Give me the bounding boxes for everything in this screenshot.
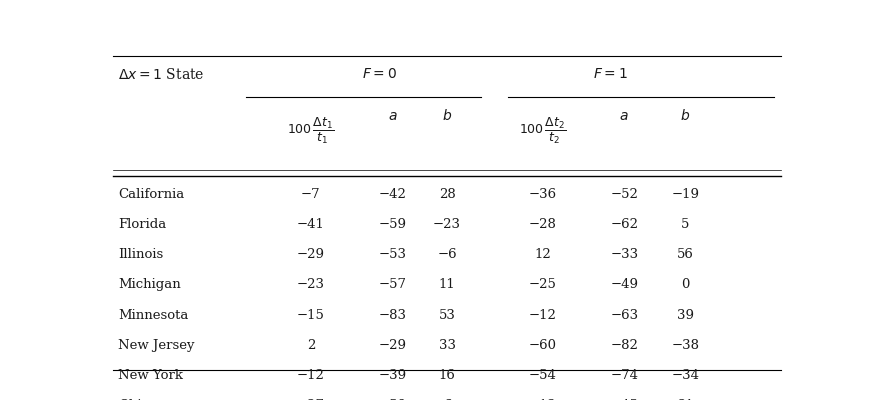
Text: −12: −12 xyxy=(528,308,556,322)
Text: 12: 12 xyxy=(534,248,551,261)
Text: $a$: $a$ xyxy=(619,109,629,123)
Text: −74: −74 xyxy=(609,369,637,382)
Text: −53: −53 xyxy=(378,248,407,261)
Text: −41: −41 xyxy=(297,218,324,231)
Text: New York: New York xyxy=(118,369,183,382)
Text: −29: −29 xyxy=(297,248,325,261)
Text: 21: 21 xyxy=(676,399,693,400)
Text: $\Delta x = 1$ State: $\Delta x = 1$ State xyxy=(118,67,205,82)
Text: −28: −28 xyxy=(528,218,556,231)
Text: −45: −45 xyxy=(609,399,637,400)
Text: 0: 0 xyxy=(680,278,689,291)
Text: −6: −6 xyxy=(436,248,457,261)
Text: California: California xyxy=(118,188,184,201)
Text: −23: −23 xyxy=(433,218,461,231)
Text: 53: 53 xyxy=(438,308,455,322)
Text: 28: 28 xyxy=(438,188,455,201)
Text: −38: −38 xyxy=(671,339,699,352)
Text: 39: 39 xyxy=(676,308,694,322)
Text: −19: −19 xyxy=(671,188,699,201)
Text: −54: −54 xyxy=(528,369,556,382)
Text: 56: 56 xyxy=(676,248,693,261)
Text: $F = 1$: $F = 1$ xyxy=(593,67,627,81)
Text: 11: 11 xyxy=(438,278,455,291)
Text: Ohio: Ohio xyxy=(118,399,149,400)
Text: 16: 16 xyxy=(438,369,455,382)
Text: Illinois: Illinois xyxy=(118,248,163,261)
Text: −42: −42 xyxy=(378,188,406,201)
Text: $a$: $a$ xyxy=(387,109,397,123)
Text: 6: 6 xyxy=(443,399,450,400)
Text: $100\,\dfrac{\Delta t_1}{t_1}$: $100\,\dfrac{\Delta t_1}{t_1}$ xyxy=(287,116,335,146)
Text: −34: −34 xyxy=(671,369,699,382)
Text: $b$: $b$ xyxy=(680,108,690,123)
Text: −15: −15 xyxy=(297,308,324,322)
Text: −83: −83 xyxy=(378,308,407,322)
Text: −82: −82 xyxy=(609,339,637,352)
Text: −36: −36 xyxy=(528,188,556,201)
Text: Michigan: Michigan xyxy=(118,278,181,291)
Text: −39: −39 xyxy=(378,369,407,382)
Text: $100\,\dfrac{\Delta t_2}{t_2}$: $100\,\dfrac{\Delta t_2}{t_2}$ xyxy=(518,116,565,146)
Text: $F = 0$: $F = 0$ xyxy=(361,67,396,81)
Text: −23: −23 xyxy=(297,278,325,291)
Text: −59: −59 xyxy=(378,399,407,400)
Text: −33: −33 xyxy=(609,248,637,261)
Text: New Jersey: New Jersey xyxy=(118,339,194,352)
Text: −12: −12 xyxy=(297,369,324,382)
Text: −57: −57 xyxy=(378,278,407,291)
Text: −49: −49 xyxy=(609,278,637,291)
Text: Minnesota: Minnesota xyxy=(118,308,188,322)
Text: −25: −25 xyxy=(528,278,556,291)
Text: −63: −63 xyxy=(609,308,637,322)
Text: 5: 5 xyxy=(680,218,689,231)
Text: −7: −7 xyxy=(300,188,320,201)
Text: −59: −59 xyxy=(378,218,407,231)
Text: Florida: Florida xyxy=(118,218,166,231)
Text: −60: −60 xyxy=(528,339,556,352)
Text: −12: −12 xyxy=(528,399,556,400)
Text: −52: −52 xyxy=(609,188,637,201)
Text: 33: 33 xyxy=(438,339,455,352)
Text: −29: −29 xyxy=(378,339,407,352)
Text: $b$: $b$ xyxy=(442,108,451,123)
Text: 2: 2 xyxy=(306,339,314,352)
Text: −27: −27 xyxy=(297,399,325,400)
Text: −62: −62 xyxy=(609,218,637,231)
